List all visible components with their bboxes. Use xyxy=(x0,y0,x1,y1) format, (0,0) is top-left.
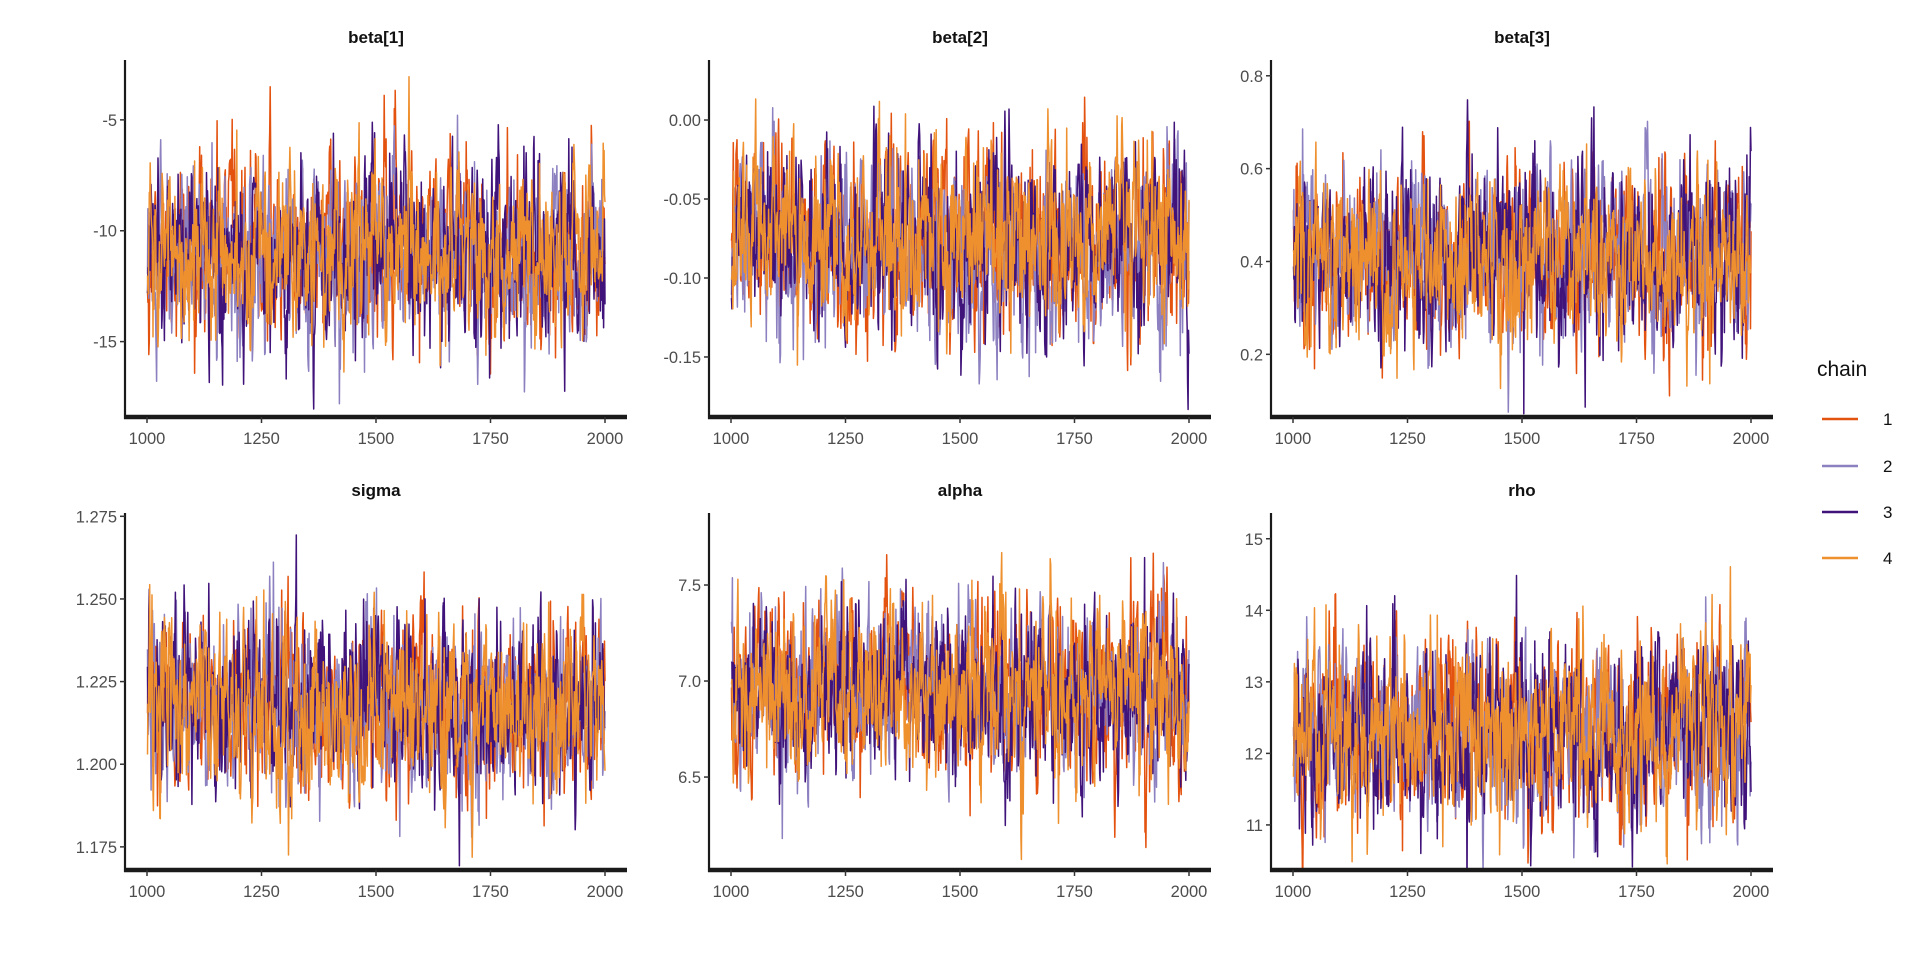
x-tick-label: 1500 xyxy=(358,883,395,901)
x-tick-label: 1750 xyxy=(472,883,509,901)
y-tick-label: 6.5 xyxy=(678,769,701,787)
x-tick-label: 2000 xyxy=(587,883,624,901)
y-tick-label: 7.0 xyxy=(678,673,701,691)
x-tick-label: 1500 xyxy=(358,430,395,448)
y-tick-label: 13 xyxy=(1245,674,1263,692)
x-tick-label: 1250 xyxy=(1389,430,1426,448)
y-tick-label: 14 xyxy=(1245,602,1263,620)
facet-title: rho xyxy=(1508,481,1535,500)
y-tick-label: 1.200 xyxy=(76,756,117,774)
y-tick-label: 0.00 xyxy=(669,112,701,130)
y-tick-label: 0.6 xyxy=(1240,161,1263,179)
y-tick-label: 1.275 xyxy=(76,508,117,526)
facet-title: beta[2] xyxy=(932,28,988,47)
x-tick-label: 1250 xyxy=(243,430,280,448)
facet-beta2: beta[2] 0.00 -0.05 -0.10 -0.15 1000 1250 1500 17… xyxy=(663,28,1211,448)
y-tick-label: 11 xyxy=(1246,817,1263,835)
facet-title: alpha xyxy=(938,481,983,500)
legend: chain 1 2 3 4 xyxy=(1817,358,1892,568)
facet-title: beta[3] xyxy=(1494,28,1550,47)
x-tick-label: 1000 xyxy=(129,430,166,448)
y-tick-label: 0.4 xyxy=(1240,253,1263,271)
y-tick-label: 1.250 xyxy=(76,591,117,609)
y-tick-label: -0.15 xyxy=(663,349,701,367)
x-tick-label: 1000 xyxy=(713,430,750,448)
facet-beta1: beta[1] -5 -10 -15 1000 1250 1500 1750 2000 xyxy=(93,28,627,448)
legend-label: 3 xyxy=(1883,503,1892,522)
trace-chain-4 xyxy=(146,76,606,373)
x-tick-label: 1750 xyxy=(1618,883,1655,901)
x-tick-label: 1500 xyxy=(1504,883,1541,901)
y-tick-label: -0.10 xyxy=(663,270,701,288)
y-tick-label: 7.5 xyxy=(678,577,701,595)
legend-label: 1 xyxy=(1883,410,1892,429)
x-tick-label: 1500 xyxy=(1504,430,1541,448)
y-tick-label: -0.05 xyxy=(663,191,701,209)
x-tick-label: 1250 xyxy=(827,430,864,448)
facet-title: sigma xyxy=(351,481,401,500)
y-tick-label: -10 xyxy=(93,223,117,241)
facet-rho: rho 15 14 13 12 11 1000 1250 1500 1750 2000 xyxy=(1245,481,1773,901)
trace-chain-4 xyxy=(1292,141,1752,390)
x-tick-label: 1750 xyxy=(472,430,509,448)
facet-beta3: beta[3] 0.8 0.6 0.4 0.2 1000 1250 1500 1750 2000 xyxy=(1240,28,1773,448)
x-tick-label: 1250 xyxy=(827,883,864,901)
legend-label: 4 xyxy=(1883,549,1892,568)
y-tick-label: 0.8 xyxy=(1240,68,1263,86)
y-tick-label: -15 xyxy=(93,334,117,352)
trace-chain-4 xyxy=(1292,566,1752,865)
y-tick-label: 1.225 xyxy=(76,674,117,692)
legend-item-2: 2 xyxy=(1822,457,1892,476)
x-tick-label: 1500 xyxy=(942,883,979,901)
legend-item-4: 4 xyxy=(1822,549,1892,568)
trace-chain-4 xyxy=(730,551,1190,861)
x-tick-label: 2000 xyxy=(1171,883,1208,901)
x-tick-label: 1000 xyxy=(1275,430,1312,448)
y-tick-label: 1.175 xyxy=(76,839,117,857)
y-tick-label: -5 xyxy=(102,112,117,130)
legend-item-3: 3 xyxy=(1822,503,1892,522)
trace-chain-4 xyxy=(730,98,1190,366)
x-tick-label: 2000 xyxy=(1733,430,1770,448)
facet-sigma: sigma 1.275 1.250 1.225 1.200 1.175 1000 1250 15… xyxy=(76,481,627,901)
legend-label: 2 xyxy=(1883,457,1892,476)
x-tick-label: 1750 xyxy=(1056,883,1093,901)
x-tick-label: 1000 xyxy=(1275,883,1312,901)
facet-alpha: alpha 7.5 7.0 6.5 1000 1250 1500 1750 2000 xyxy=(678,481,1211,901)
x-tick-label: 2000 xyxy=(587,430,624,448)
legend-title: chain xyxy=(1817,358,1867,381)
x-tick-label: 1500 xyxy=(942,430,979,448)
x-tick-label: 1750 xyxy=(1618,430,1655,448)
x-tick-label: 1250 xyxy=(1389,883,1426,901)
legend-item-1: 1 xyxy=(1822,410,1892,429)
y-tick-label: 0.2 xyxy=(1240,346,1263,364)
x-tick-label: 1000 xyxy=(129,883,166,901)
y-tick-label: 12 xyxy=(1245,745,1263,763)
x-tick-label: 2000 xyxy=(1733,883,1770,901)
trace-chain-3 xyxy=(1292,574,1752,870)
x-tick-label: 1750 xyxy=(1056,430,1093,448)
facet-title: beta[1] xyxy=(348,28,404,47)
x-tick-label: 1000 xyxy=(713,883,750,901)
trace-chain-4 xyxy=(146,583,606,858)
x-tick-label: 2000 xyxy=(1171,430,1208,448)
x-tick-label: 1250 xyxy=(243,883,280,901)
y-tick-label: 15 xyxy=(1245,531,1263,549)
